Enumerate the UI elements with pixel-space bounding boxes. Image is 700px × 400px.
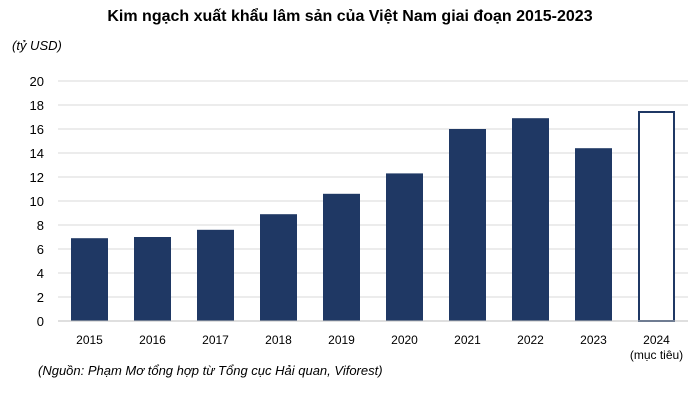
x-tick-label: 2020 bbox=[391, 333, 418, 347]
y-tick-label: 10 bbox=[30, 194, 44, 209]
bar-2020 bbox=[386, 173, 423, 321]
y-axis-unit-label: (tỷ USD) bbox=[12, 38, 62, 53]
x-tick-label: 2018 bbox=[265, 333, 292, 347]
x-tick-label: 2024 bbox=[643, 333, 670, 347]
x-tick-label: 2022 bbox=[517, 333, 544, 347]
x-tick-label: 2021 bbox=[454, 333, 481, 347]
bar-target-2024 bbox=[638, 111, 675, 322]
x-tick-label: 2015 bbox=[76, 333, 103, 347]
bar-2022 bbox=[512, 118, 549, 321]
bar-2021 bbox=[449, 129, 486, 321]
y-tick-label: 4 bbox=[37, 266, 44, 281]
x-tick-label: 2019 bbox=[328, 333, 355, 347]
y-tick-label: 8 bbox=[37, 218, 44, 233]
x-tick-label: 2017 bbox=[202, 333, 229, 347]
y-tick-label: 12 bbox=[30, 170, 44, 185]
x-tick-sublabel: (mục tiêu) bbox=[630, 348, 683, 362]
y-tick-label: 20 bbox=[30, 74, 44, 89]
y-tick-label: 14 bbox=[30, 146, 44, 161]
x-tick-label: 2023 bbox=[580, 333, 607, 347]
bar-2016 bbox=[134, 237, 171, 321]
source-note: (Nguồn: Phạm Mơ tổng hợp từ Tổng cục Hải… bbox=[38, 363, 383, 378]
bar-2017 bbox=[197, 229, 234, 321]
y-tick-label: 6 bbox=[37, 242, 44, 257]
y-tick-label: 0 bbox=[37, 314, 44, 329]
x-tick-label: 2016 bbox=[139, 333, 166, 347]
y-tick-label: 16 bbox=[30, 122, 44, 137]
chart-title: Kim ngạch xuất khẩu lâm sản của Việt Nam… bbox=[107, 8, 593, 25]
y-axis-ticks: 0 2 4 6 8 10 12 14 16 18 20 bbox=[30, 74, 44, 329]
bar-2023 bbox=[575, 148, 612, 321]
bar-2019 bbox=[323, 193, 360, 321]
bar-2015 bbox=[71, 238, 108, 321]
y-tick-label: 2 bbox=[37, 290, 44, 305]
x-axis-ticks: 2015 2016 2017 2018 2019 2020 2021 2022 2023 2024… bbox=[76, 333, 683, 362]
y-tick-label: 18 bbox=[30, 98, 44, 113]
bars bbox=[71, 111, 675, 322]
bar-2018 bbox=[260, 214, 297, 321]
